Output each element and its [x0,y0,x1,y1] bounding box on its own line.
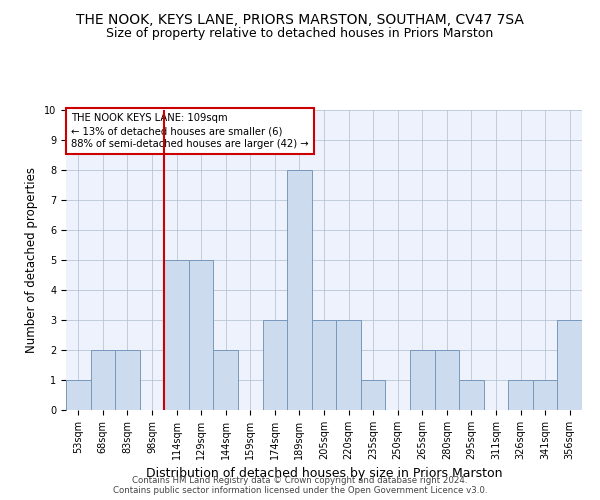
Bar [533,380,557,410]
Bar [459,380,484,410]
Text: Size of property relative to detached houses in Priors Marston: Size of property relative to detached ho… [106,28,494,40]
Bar [410,350,434,410]
Bar [189,260,214,410]
Bar [287,170,312,410]
Bar [263,320,287,410]
Text: Contains public sector information licensed under the Open Government Licence v3: Contains public sector information licen… [113,486,487,495]
Y-axis label: Number of detached properties: Number of detached properties [25,167,38,353]
Bar [66,380,91,410]
Bar [434,350,459,410]
Bar [336,320,361,410]
Text: THE NOOK, KEYS LANE, PRIORS MARSTON, SOUTHAM, CV47 7SA: THE NOOK, KEYS LANE, PRIORS MARSTON, SOU… [76,12,524,26]
Bar [115,350,140,410]
Bar [164,260,189,410]
Bar [312,320,336,410]
Text: Contains HM Land Registry data © Crown copyright and database right 2024.: Contains HM Land Registry data © Crown c… [132,476,468,485]
Bar [91,350,115,410]
X-axis label: Distribution of detached houses by size in Priors Marston: Distribution of detached houses by size … [146,468,502,480]
Text: THE NOOK KEYS LANE: 109sqm
← 13% of detached houses are smaller (6)
88% of semi-: THE NOOK KEYS LANE: 109sqm ← 13% of deta… [71,113,309,150]
Bar [557,320,582,410]
Bar [214,350,238,410]
Bar [508,380,533,410]
Bar [361,380,385,410]
